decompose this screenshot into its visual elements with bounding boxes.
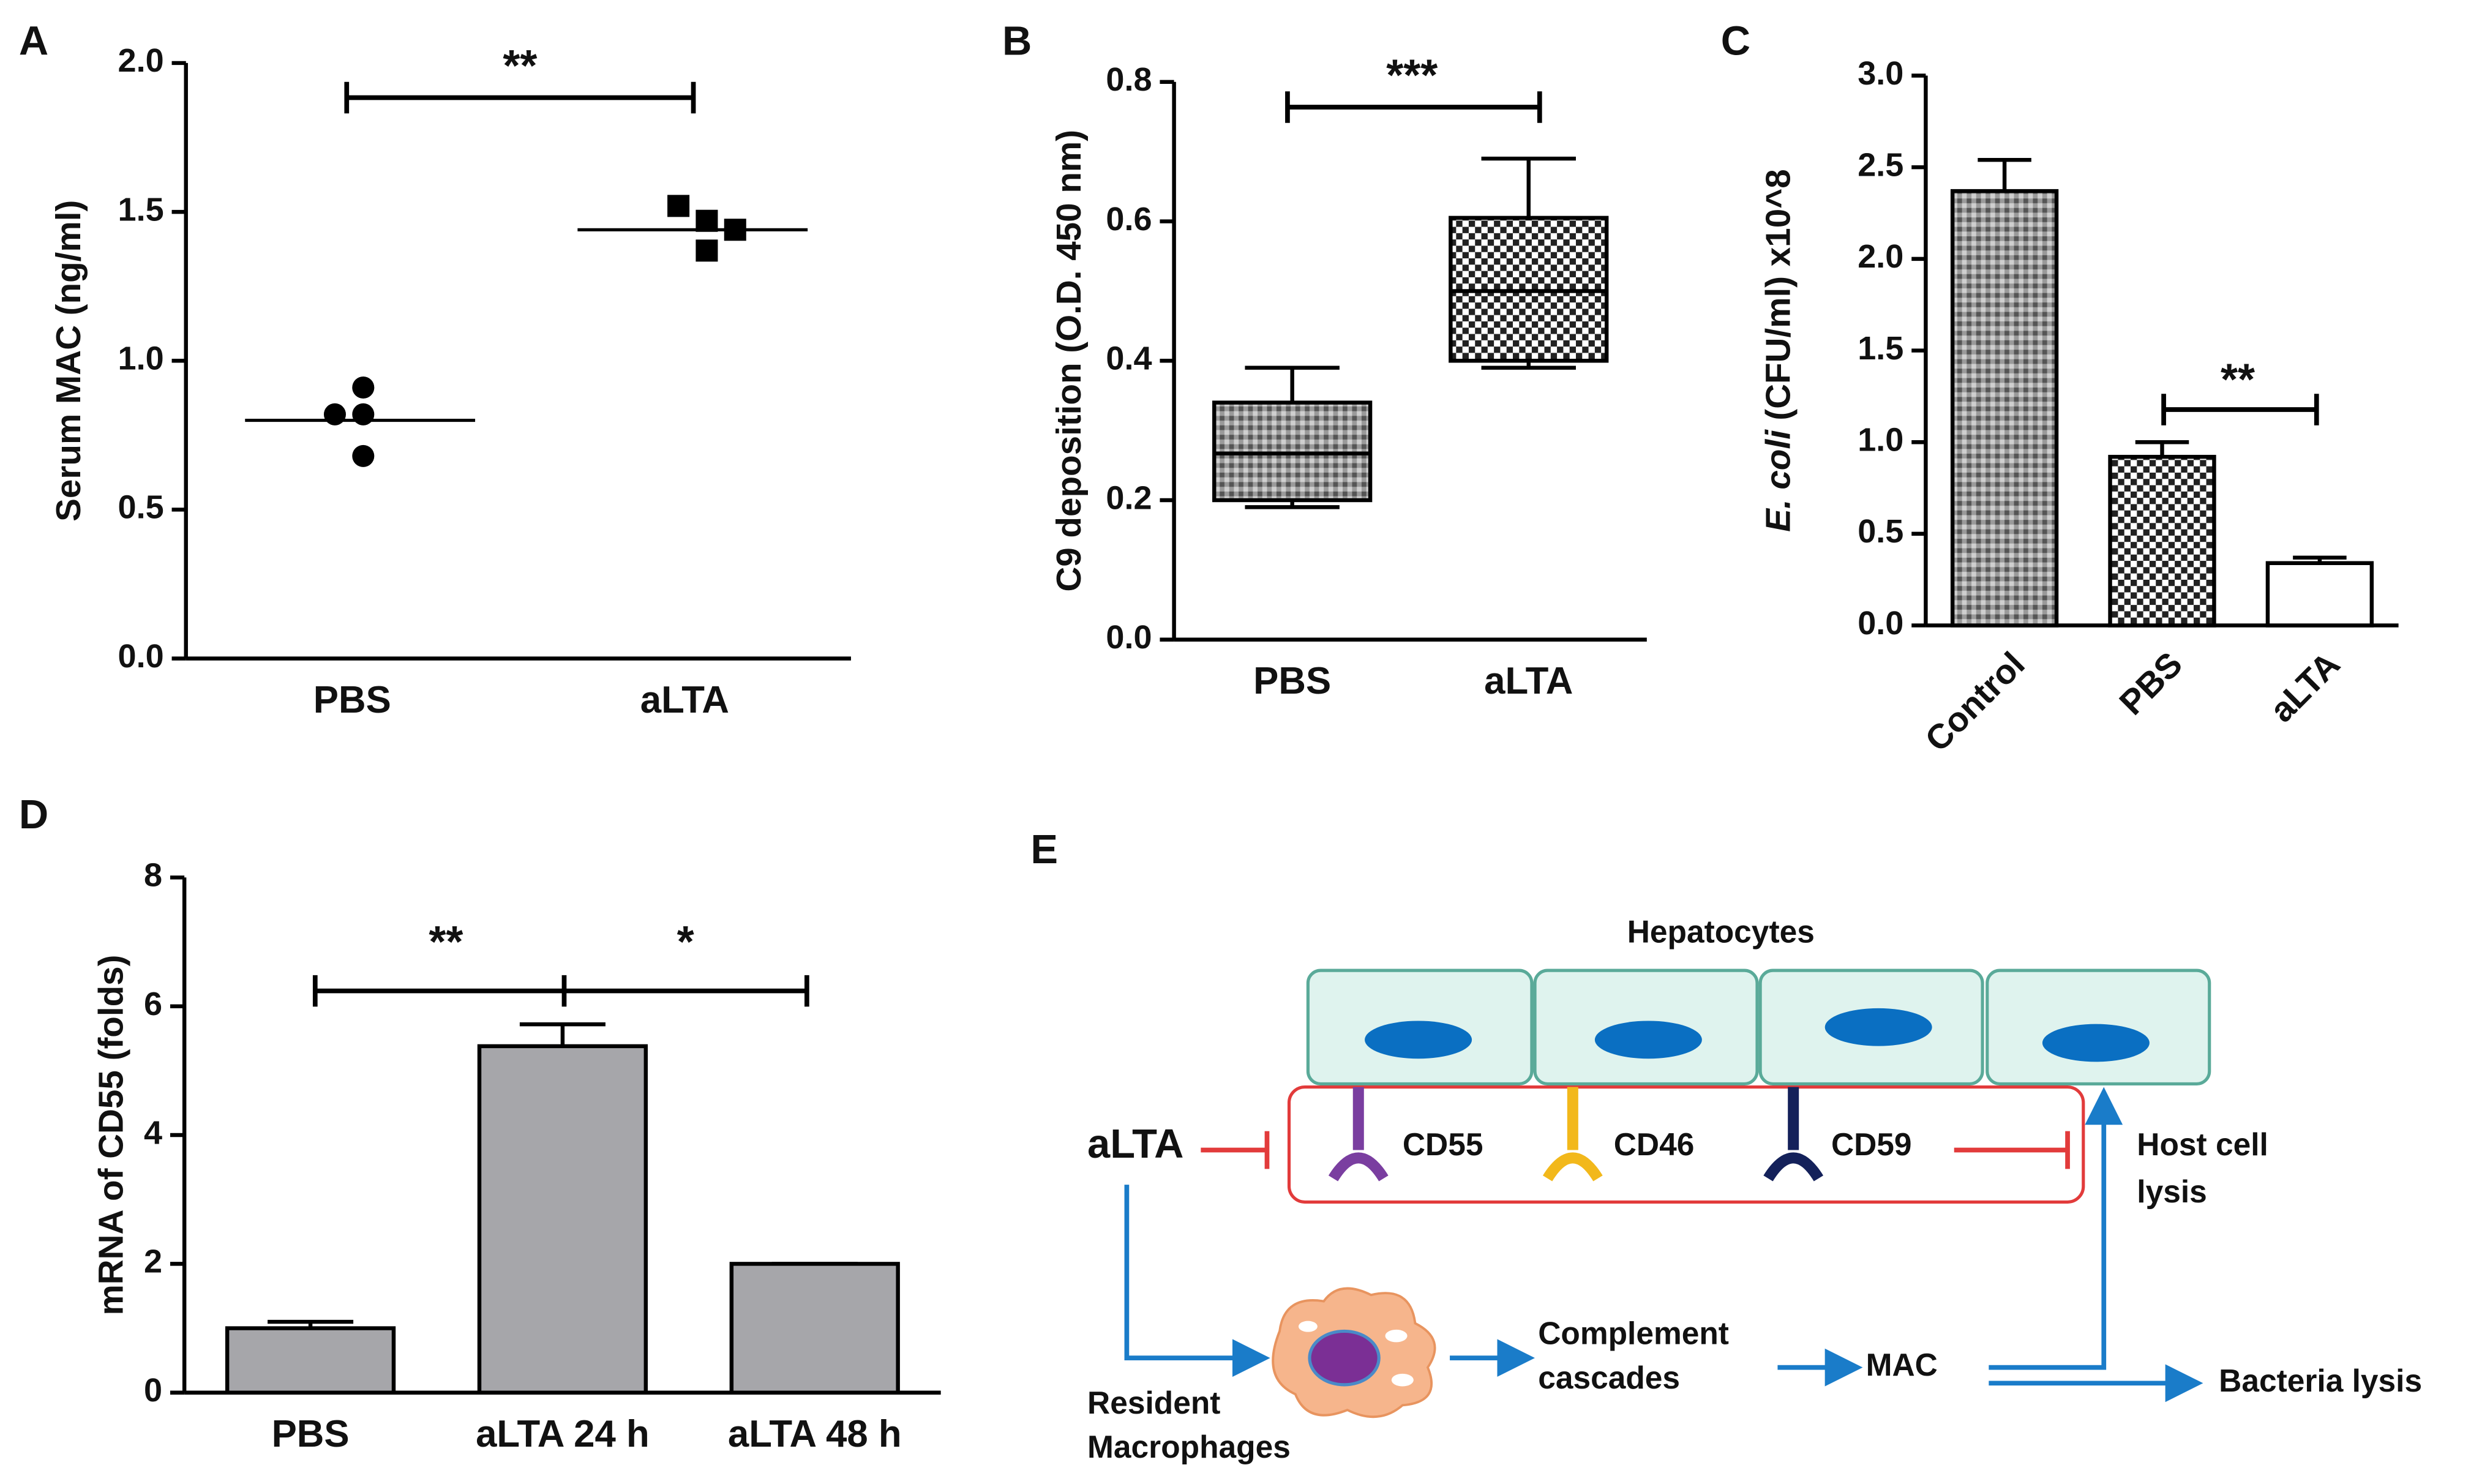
significance-label: *** <box>1386 51 1438 100</box>
x-tick-label: Control <box>1918 645 2032 759</box>
inhibition-marks <box>1201 1131 2070 1169</box>
x-tick-label: PBS <box>1253 660 1331 702</box>
y-axis-label-part: E. coli <box>1759 429 1798 532</box>
x-tick-label: aLTA 48 h <box>728 1413 902 1455</box>
data-point <box>696 209 718 232</box>
receptor-box <box>1287 1085 2085 1204</box>
data-point <box>352 444 375 467</box>
panel-label: D <box>19 792 48 838</box>
complement-label: Complement <box>1538 1316 1729 1351</box>
significance-label: ** <box>2221 355 2255 404</box>
nuclei <box>1365 1008 2150 1062</box>
x-tick-label: aLTA <box>640 679 729 721</box>
hepatocytes-label: Hepatocytes <box>1627 914 1815 950</box>
y-tick-label: 2.0 <box>1858 238 1903 275</box>
panel-label: C <box>1721 18 1750 64</box>
y-tick-label: 0.8 <box>1106 61 1152 98</box>
data-point <box>696 239 718 262</box>
y-tick-label: 1.0 <box>1858 422 1903 459</box>
y-tick-label: 0.0 <box>118 638 164 675</box>
bar <box>1950 189 2059 628</box>
y-tick-label: 1.0 <box>118 340 164 377</box>
y-tick-label: 0 <box>144 1372 162 1409</box>
bar <box>729 1262 900 1395</box>
x-tick-label: aLTA 24 h <box>476 1413 650 1455</box>
receptors <box>1328 1087 1824 1182</box>
bar <box>2108 454 2216 628</box>
panel-label: B <box>1002 18 1032 64</box>
macrophage-label: Resident <box>1087 1385 1220 1420</box>
y-axis-label: E. coli (CFU/ml) x10^8 <box>1759 169 1798 532</box>
bar <box>225 1326 396 1395</box>
y-tick-label: 0.4 <box>1106 340 1152 377</box>
x-tick-label: PBS <box>272 1413 350 1455</box>
y-axis-label: C9 deposition (O.D. 450 nm) <box>1049 130 1088 592</box>
significance-label: ** <box>503 42 537 91</box>
y-tick-label: 1.5 <box>1858 330 1903 367</box>
y-tick-label: 1.5 <box>118 191 164 228</box>
y-tick-label: 2.0 <box>118 42 164 79</box>
arrows <box>1124 1087 2203 1403</box>
panel-label: A <box>19 18 48 64</box>
y-tick-label: 2 <box>144 1243 162 1280</box>
x-tick-label: PBS <box>2112 645 2189 722</box>
x-tick-label: PBS <box>313 679 391 721</box>
macrophage <box>1272 1287 1436 1418</box>
y-tick-label: 0.5 <box>1858 513 1903 550</box>
y-tick-label: 0.0 <box>1858 605 1903 642</box>
significance-label: ** <box>429 918 463 967</box>
y-tick-label: 0.6 <box>1106 201 1152 238</box>
data-point <box>667 195 690 217</box>
macrophage-label: Macrophages <box>1087 1429 1291 1464</box>
complement-label: cascades <box>1538 1360 1680 1395</box>
bar <box>2265 561 2374 628</box>
x-tick-label: aLTA <box>1484 660 1573 702</box>
data-point <box>352 377 375 399</box>
y-tick-label: 8 <box>144 857 162 894</box>
y-tick-label: 0.5 <box>118 489 164 526</box>
host-lysis-label: Host cell <box>2137 1126 2268 1162</box>
y-tick-label: 6 <box>144 986 162 1022</box>
data-point <box>352 403 375 425</box>
receptor-label: CD59 <box>1831 1126 1912 1162</box>
y-tick-label: 3.0 <box>1858 55 1903 92</box>
bar <box>477 1044 648 1395</box>
bacteria-lysis-label: Bacteria lysis <box>2219 1363 2422 1398</box>
significance-label: * <box>677 918 694 967</box>
data-point <box>323 403 346 425</box>
box <box>1212 400 1373 503</box>
receptor-label: CD46 <box>1614 1126 1695 1162</box>
y-axis-label: mRNA of CD55 (folds) <box>91 954 130 1315</box>
panel-label: E <box>1030 826 1058 872</box>
mac-label: MAC <box>1866 1347 1938 1382</box>
x-tick-label: aLTA <box>2262 645 2347 730</box>
y-tick-label: 0.2 <box>1106 479 1152 516</box>
y-axis-label: Serum MAC (ng/ml) <box>49 200 88 522</box>
y-axis-label-part: (CFU/ml) x10^8 <box>1759 169 1798 421</box>
y-tick-label: 2.5 <box>1858 146 1903 183</box>
diagram: E Hepatocytes CD55 CD46 CD59 aLTA Host c… <box>1030 826 2422 1464</box>
y-tick-label: 0.0 <box>1106 619 1152 656</box>
host-lysis-label: lysis <box>2137 1174 2207 1209</box>
y-tick-label: 4 <box>144 1114 162 1151</box>
inhibitor-label: aLTA <box>1087 1121 1183 1167</box>
receptor-label: CD55 <box>1403 1126 1483 1162</box>
